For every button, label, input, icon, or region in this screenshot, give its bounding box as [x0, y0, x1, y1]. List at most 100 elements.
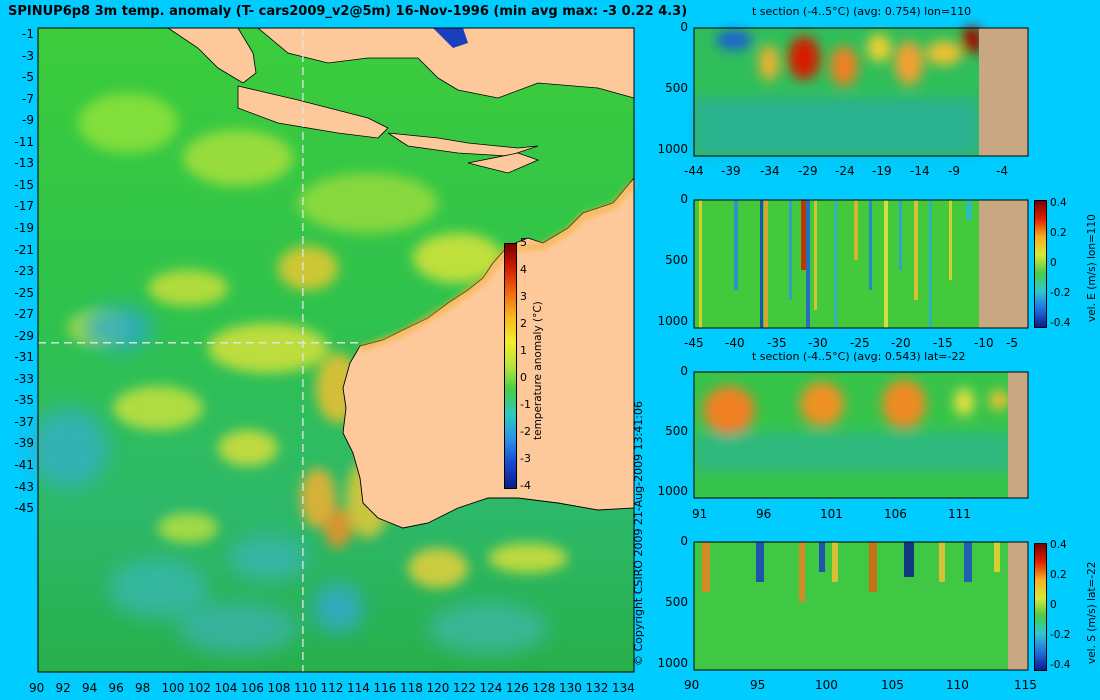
velocity-stripe — [734, 200, 738, 290]
section-x-tick: -14 — [910, 164, 930, 178]
map-x-tick: 134 — [612, 681, 635, 695]
vel-e-colorbar — [1034, 200, 1047, 328]
map-colorbar-tick: 1 — [520, 344, 527, 357]
velocity-stripe — [789, 200, 792, 300]
map-x-tick: 102 — [188, 681, 211, 695]
vel-e-section-panel — [693, 199, 1029, 329]
map-y-tick: -39 — [14, 436, 34, 451]
java-island — [237, 85, 389, 139]
section-x-tick: 101 — [820, 507, 843, 521]
section-colorbar-tick: 0.4 — [1050, 539, 1067, 551]
velocity-stripe — [832, 542, 838, 582]
section-x-tick: -29 — [798, 164, 818, 178]
velocity-stripe — [801, 200, 806, 270]
velocity-stripe — [904, 542, 914, 577]
velocity-stripe — [966, 200, 972, 220]
map-x-tick: 126 — [506, 681, 529, 695]
section-x-tick: -5 — [1006, 336, 1018, 350]
sulawesi-blue — [433, 28, 468, 48]
map-colorbar-tick: 4 — [520, 263, 527, 276]
section-colorbar-tick: -0.4 — [1050, 317, 1071, 329]
vel-s-colorbar — [1034, 543, 1047, 671]
vel-e-colorbar-label: vel. E (m/s) lon=110 — [1086, 214, 1098, 322]
map-colorbar-tick: 0 — [520, 371, 527, 384]
velocity-stripe — [899, 200, 902, 270]
cool-anomaly-eddies — [28, 306, 548, 653]
main-title: SPINUP6p8 3m temp. anomaly (T- cars2009_… — [8, 4, 688, 19]
section-colorbar-tick: 0.2 — [1050, 569, 1067, 581]
section-colorbar-tick: -0.2 — [1050, 629, 1071, 641]
section-x-tick: 91 — [692, 507, 708, 521]
section-colorbar-tick: 0 — [1050, 257, 1057, 269]
section-x-tick: 96 — [756, 507, 772, 521]
section-x-tick: -15 — [933, 336, 953, 350]
map-x-tick: 106 — [241, 681, 264, 695]
velocity-stripe — [760, 200, 763, 328]
map-x-tick: 94 — [82, 681, 98, 695]
map-y-tick: -43 — [14, 479, 34, 494]
section-x-tick: 105 — [881, 678, 904, 692]
map-y-tick: -13 — [14, 156, 34, 171]
velocity-stripe — [884, 200, 888, 328]
section-x-tick: -30 — [808, 336, 828, 350]
velocity-stripe — [799, 542, 805, 602]
section-x-tick: -44 — [684, 164, 704, 178]
map-x-tick: 96 — [108, 681, 124, 695]
map-colorbar-tick: 3 — [520, 290, 527, 303]
map-y-tick: -1 — [22, 27, 34, 41]
map-y-tick: -5 — [22, 70, 34, 85]
section-x-tick: -35 — [767, 336, 787, 350]
timor-island — [467, 152, 540, 174]
velocity-stripe — [702, 542, 710, 592]
map-colorbar-label: temperature anomaly (°C) — [532, 301, 544, 440]
map-x-tick: 128 — [532, 681, 556, 695]
map-y-tick: -35 — [14, 393, 34, 408]
map-x-tick: 92 — [55, 681, 71, 695]
map-y-tick: -23 — [14, 264, 34, 279]
velocity-stripe — [806, 200, 810, 328]
section-colorbar-tick: -0.2 — [1050, 287, 1071, 299]
section-y-tick: 500 — [665, 253, 688, 267]
velocity-stripe — [939, 542, 945, 582]
section-x-tick: -39 — [721, 164, 741, 178]
map-y-tick: -19 — [14, 220, 34, 235]
map-x-tick: 130 — [559, 681, 582, 695]
copyright-text: © Copyright CSIRO 2009 21-Aug-2009 13:41… — [632, 400, 645, 666]
section-x-tick: 110 — [946, 678, 969, 692]
section-colorbar-tick: -0.4 — [1050, 659, 1071, 671]
section-y-tick: 0 — [680, 364, 688, 378]
map-y-tick: -31 — [14, 350, 34, 365]
map-y-tick: -7 — [22, 91, 34, 106]
map-x-tick: 120 — [426, 681, 450, 695]
section-x-tick: -19 — [872, 164, 892, 178]
section-y-tick: 0 — [680, 20, 688, 34]
section-y-tick: 1000 — [657, 484, 688, 498]
section-y-tick: 0 — [680, 534, 688, 548]
map-y-tick: -27 — [14, 307, 34, 322]
velocity-stripe — [949, 200, 952, 280]
section-y-tick: 0 — [680, 192, 688, 206]
section-x-tick: -45 — [684, 336, 704, 350]
map-colorbar-tick: 2 — [520, 317, 527, 330]
map-colorbar-tick: -2 — [520, 425, 531, 438]
section-colorbar-tick: 0.4 — [1050, 197, 1067, 209]
section-x-tick: 95 — [750, 678, 766, 692]
section-x-tick: 106 — [884, 507, 907, 521]
map-colorbar-tick: 5 — [520, 236, 527, 249]
section-y-tick: 500 — [665, 595, 688, 609]
velocity-stripe — [834, 200, 837, 328]
lesser-sunda-islands — [387, 132, 539, 157]
t-section-lon-title: t section (-4..5°C) (avg: 0.754) lon=110 — [752, 5, 972, 18]
map-y-tick: -33 — [14, 371, 34, 386]
map-y-tick: -17 — [14, 199, 34, 214]
map-x-tick: 132 — [585, 681, 609, 695]
velocity-stripe — [869, 200, 872, 290]
section-colorbar-tick: 0.2 — [1050, 227, 1067, 239]
map-colorbar-tick: -4 — [520, 479, 531, 492]
section-x-tick: 100 — [815, 678, 838, 692]
section-y-tick: 500 — [665, 424, 688, 438]
section-y-tick: 1000 — [657, 656, 688, 670]
velocity-stripe — [964, 542, 972, 582]
map-y-tick: -3 — [22, 48, 34, 63]
map-x-tick: 104 — [214, 681, 238, 695]
